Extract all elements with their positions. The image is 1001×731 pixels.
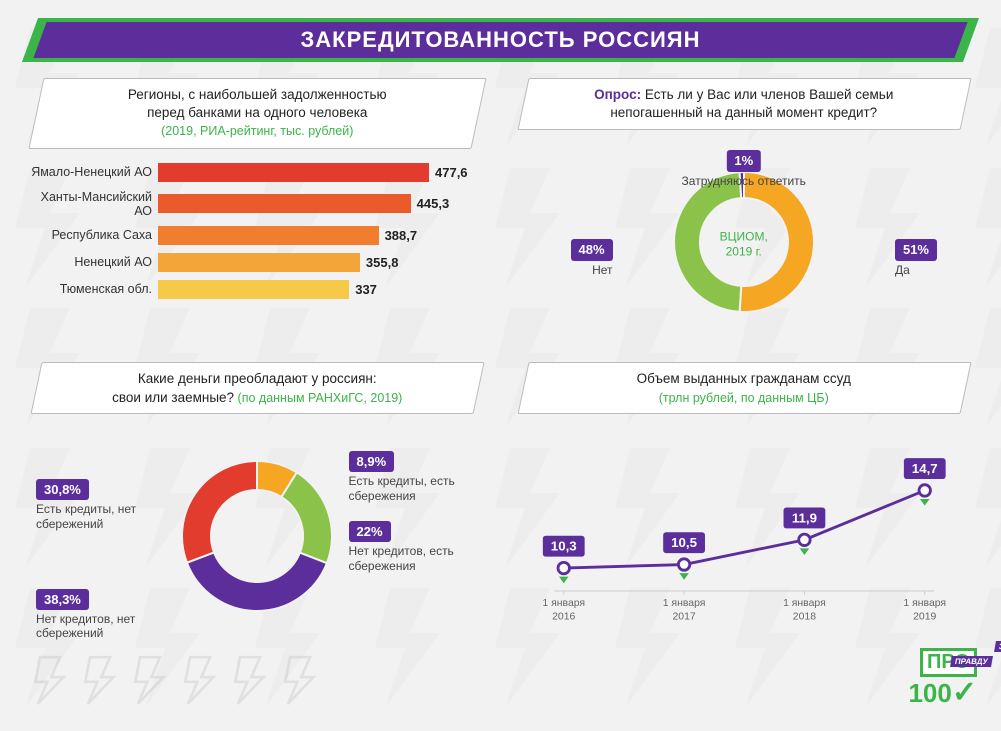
decorative-bolts (30, 653, 320, 708)
bar-label: Ненецкий АО (26, 255, 158, 269)
money-donut-title: Какие деньги преобладают у россиян: свои… (36, 362, 479, 414)
svg-text:1 января: 1 января (542, 598, 585, 609)
svg-text:2019: 2019 (913, 611, 936, 622)
bar-chart-title: Регионы, с наибольшей задолженностью пер… (36, 78, 479, 149)
line-chart-panel: Объем выданных гражданам ссуд (трлн рубл… (513, 362, 976, 648)
logo: ПРО ЗА ПРАВДУ 100✓ (908, 648, 977, 710)
survey-donut: ВЦИОМ,2019 г. 1% Затрудняюсь ответить 51… (513, 144, 976, 344)
bar-chart-panel: Регионы, с наибольшей задолженностью пер… (26, 78, 489, 344)
bar-row: Ненецкий АО 355,8 (26, 253, 489, 272)
main-title-banner: ЗАКРЕДИТОВАННОСТЬ РОССИЯН (30, 18, 971, 62)
money-donut-panel: Какие деньги преобладают у россиян: свои… (26, 362, 489, 648)
svg-text:1 января: 1 января (903, 598, 946, 609)
svg-text:14,7: 14,7 (911, 461, 937, 476)
bar-row: Республика Саха 388,7 (26, 226, 489, 245)
bar-label: Республика Саха (26, 228, 158, 242)
money-donut: 8,9% Есть кредиты, есть сбережения 22% Н… (26, 429, 489, 649)
svg-text:2016: 2016 (552, 611, 575, 622)
bar-label: Ямало-Ненецкий АО (26, 165, 158, 179)
svg-text:2017: 2017 (672, 611, 695, 622)
svg-text:10,5: 10,5 (671, 535, 697, 550)
bar-row: Ханты-Мансийский АО 445,3 (26, 190, 489, 218)
bar-chart: Ямало-Ненецкий АО 477,6 Ханты-Мансийский… (26, 163, 489, 299)
line-chart-title: Объем выданных гражданам ссуд (трлн рубл… (523, 362, 966, 414)
donut-center: ВЦИОМ,2019 г. (720, 230, 768, 259)
bar-label: Тюменская обл. (26, 282, 158, 296)
svg-text:2018: 2018 (792, 611, 815, 622)
bar-row: Тюменская обл. 337 (26, 280, 489, 299)
line-chart: 10,3 1 января 2016 10,5 1 января 2017 11,9 1 ян… (513, 429, 976, 629)
svg-text:11,9: 11,9 (791, 510, 816, 525)
bar-label: Ханты-Мансийский АО (26, 190, 158, 218)
svg-text:10,3: 10,3 (550, 539, 576, 554)
main-title: ЗАКРЕДИТОВАННОСТЬ РОССИЯН (30, 18, 971, 62)
bar-row: Ямало-Ненецкий АО 477,6 (26, 163, 489, 182)
svg-text:1 января: 1 января (662, 598, 705, 609)
svg-text:1 января: 1 января (783, 598, 826, 609)
survey-donut-title: Опрос: Есть ли у Вас или членов Вашей се… (523, 78, 966, 130)
survey-donut-panel: Опрос: Есть ли у Вас или членов Вашей се… (513, 78, 976, 344)
